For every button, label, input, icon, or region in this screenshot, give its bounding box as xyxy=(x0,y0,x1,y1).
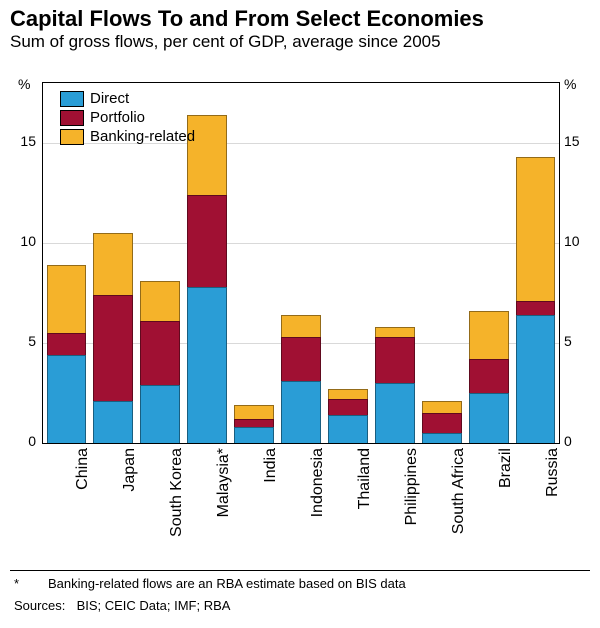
category-label: Philippines xyxy=(403,448,421,568)
bar-segment xyxy=(516,157,556,301)
divider xyxy=(10,570,590,571)
ytick-label: 0 xyxy=(564,433,572,449)
category-label: China xyxy=(74,448,92,568)
category-label: South Africa xyxy=(450,448,468,568)
bar-segment xyxy=(375,383,415,443)
bar-segment xyxy=(234,405,274,419)
bar-segment xyxy=(281,337,321,381)
legend-label: Direct xyxy=(90,90,129,107)
y-unit-label: % xyxy=(564,76,576,92)
bar-segment xyxy=(375,327,415,337)
bar-segment xyxy=(281,315,321,337)
ytick-label: 15 xyxy=(10,133,36,149)
category-label: Indonesia xyxy=(309,448,327,568)
ytick-label: 15 xyxy=(564,133,580,149)
bar-segment xyxy=(422,433,462,443)
sources: Sources: BIS; CEIC Data; IMF; RBA xyxy=(14,598,586,613)
bar-segment xyxy=(234,419,274,427)
legend: Direct Portfolio Banking-related xyxy=(60,90,195,147)
category-label: Thailand xyxy=(356,448,374,568)
sources-text: BIS; CEIC Data; IMF; RBA xyxy=(77,598,231,613)
bar-segment xyxy=(93,295,133,401)
ytick-label: 5 xyxy=(564,333,572,349)
bar-segment xyxy=(328,399,368,415)
legend-label: Banking-related xyxy=(90,128,195,145)
bar-segment xyxy=(422,401,462,413)
sources-label: Sources: xyxy=(14,598,65,613)
legend-swatch xyxy=(60,129,84,145)
bar-segment xyxy=(93,401,133,443)
category-label: Malaysia* xyxy=(215,448,233,568)
bar-segment xyxy=(281,381,321,443)
bar-segment xyxy=(469,311,509,359)
legend-label: Portfolio xyxy=(90,109,145,126)
ytick-label: 10 xyxy=(564,233,580,249)
bar-segment xyxy=(516,301,556,315)
bar-segment xyxy=(140,321,180,385)
footnote: *Banking-related flows are an RBA estima… xyxy=(14,576,586,591)
category-label: Japan xyxy=(121,448,139,568)
chart-container: Capital Flows To and From Select Economi… xyxy=(0,0,600,628)
bar-segment xyxy=(469,359,509,393)
legend-swatch xyxy=(60,110,84,126)
bar-segment xyxy=(234,427,274,443)
chart-title: Capital Flows To and From Select Economi… xyxy=(0,0,600,32)
legend-item: Direct xyxy=(60,90,195,107)
y-unit-label: % xyxy=(18,76,30,92)
legend-swatch xyxy=(60,91,84,107)
bar-segment xyxy=(93,233,133,295)
bar-segment xyxy=(47,355,87,443)
footnote-text: Banking-related flows are an RBA estimat… xyxy=(48,576,406,591)
bar-segment xyxy=(328,389,368,399)
ytick-label: 10 xyxy=(10,233,36,249)
ytick-label: 5 xyxy=(10,333,36,349)
chart-subtitle: Sum of gross flows, per cent of GDP, ave… xyxy=(0,32,600,56)
category-label: India xyxy=(262,448,280,568)
ytick-label: 0 xyxy=(10,433,36,449)
bar-segment xyxy=(469,393,509,443)
bar-segment xyxy=(187,287,227,443)
category-label: Brazil xyxy=(497,448,515,568)
footnote-marker: * xyxy=(14,576,48,591)
legend-item: Portfolio xyxy=(60,109,195,126)
bar-segment xyxy=(47,265,87,333)
bar-segment xyxy=(422,413,462,433)
category-label: Russia xyxy=(544,448,562,568)
bar-segment xyxy=(516,315,556,443)
category-label: South Korea xyxy=(168,448,186,568)
bar-segment xyxy=(140,385,180,443)
bar-segment xyxy=(47,333,87,355)
bar-segment xyxy=(187,195,227,287)
bar-segment xyxy=(140,281,180,321)
legend-item: Banking-related xyxy=(60,128,195,145)
bar-segment xyxy=(328,415,368,443)
bar-segment xyxy=(375,337,415,383)
